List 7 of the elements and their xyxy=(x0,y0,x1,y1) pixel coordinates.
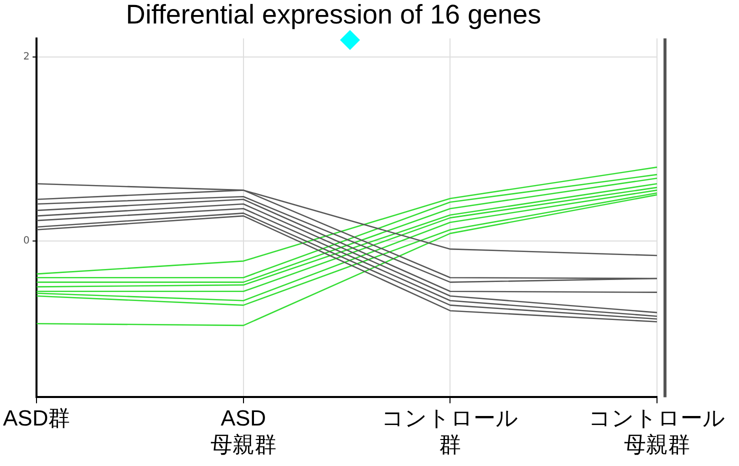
x-tick-label: コントロール母親群 xyxy=(588,405,726,457)
y-tick-label: 2 xyxy=(23,51,30,62)
x-tick-label: ASD 母親群 xyxy=(210,405,276,457)
x-tick-label: ASD群 xyxy=(2,405,70,430)
x-tick-label: コントロール群 xyxy=(382,405,519,457)
y-tick-label: 0 xyxy=(23,235,30,246)
chart-title: Differential expression of 16 genes xyxy=(126,0,542,30)
